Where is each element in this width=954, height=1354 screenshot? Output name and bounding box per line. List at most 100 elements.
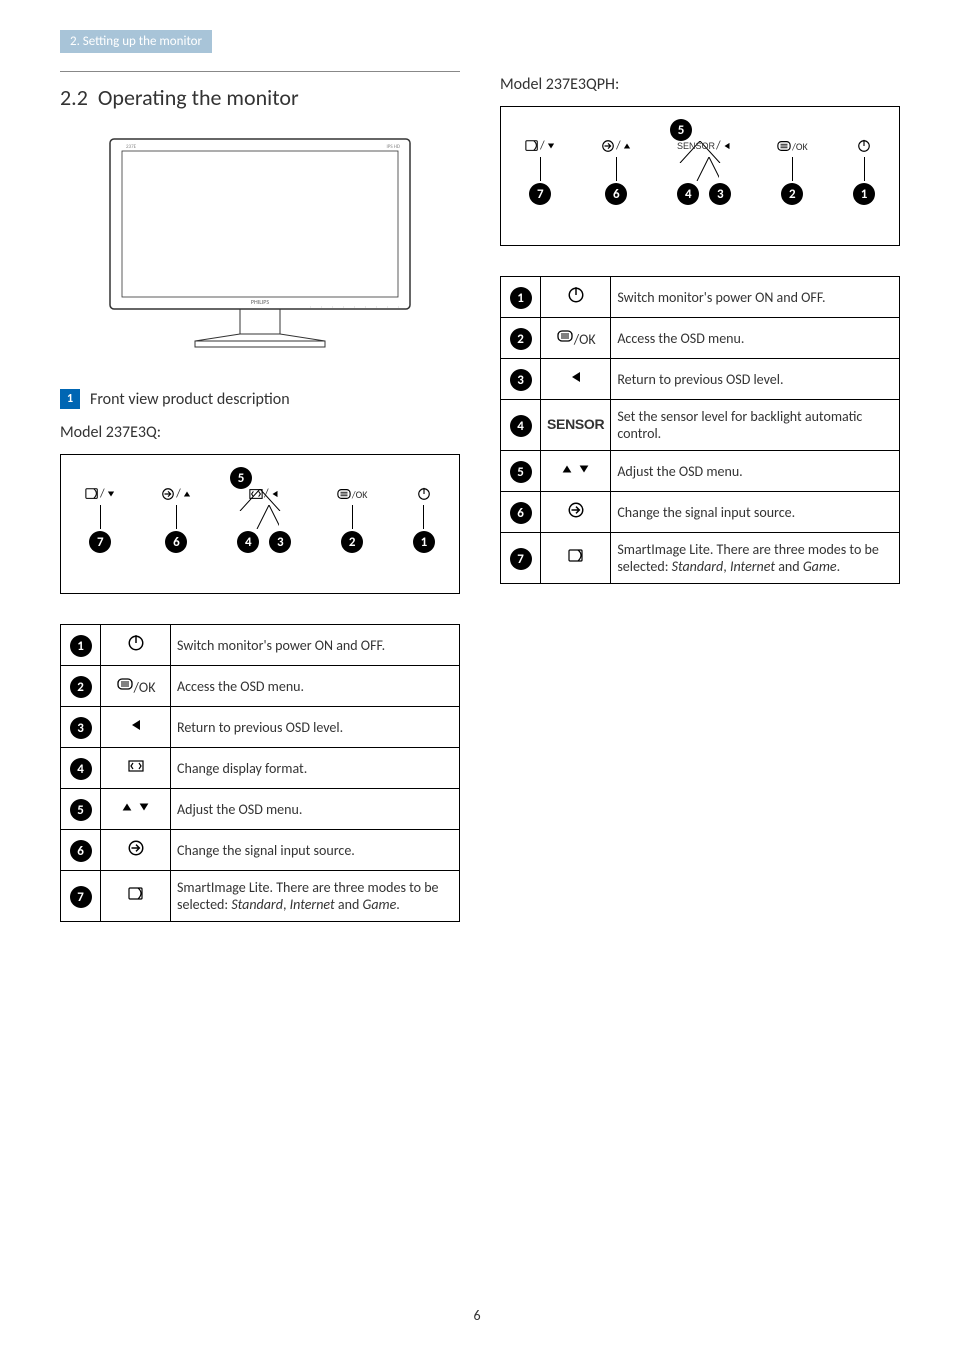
strip-label: /OK	[337, 485, 368, 503]
circle-pair: 4 3	[237, 529, 291, 553]
menu-icon	[116, 676, 134, 692]
control-strip-q: 5 / 7 / 6 / 4 3 /OK 2 1	[60, 454, 460, 594]
right-column: Model 237E3QPH: 5 / 7 / 6 SENSOR/ 4 3 /O…	[500, 71, 900, 922]
circle-number: 7	[510, 548, 532, 570]
single-connector	[352, 505, 353, 529]
row-text-cell: Change the signal input source.	[171, 830, 460, 871]
row-number-cell: 5	[61, 789, 101, 830]
brand-label: PHILIPS	[251, 298, 269, 306]
format-icon	[249, 487, 263, 501]
strip-item: 1	[413, 485, 435, 553]
strip-label: SENSOR/	[677, 137, 732, 155]
row-icon-cell	[541, 533, 611, 584]
split-connector	[249, 505, 279, 529]
row-text-cell: Access the OSD menu.	[611, 318, 900, 359]
input-icon	[161, 487, 175, 501]
section-title: 2.2 Operating the monitor	[60, 71, 460, 111]
row-number-cell: 1	[501, 277, 541, 318]
section-number: 2.2	[60, 84, 88, 111]
table-row: 5 Adjust the OSD menu.	[501, 451, 900, 492]
circle-number: 4	[237, 531, 259, 553]
up-icon	[182, 489, 192, 499]
circle-number: 2	[70, 676, 92, 698]
row-icon-cell	[541, 492, 611, 533]
smartimage-icon	[127, 886, 145, 902]
format-icon	[126, 758, 146, 774]
row-icon-cell: /OK	[101, 666, 171, 707]
single-connector	[864, 157, 865, 181]
row-text-cell: SmartImage Lite. There are three modes t…	[611, 533, 900, 584]
table-row: 7 SmartImage Lite. There are three modes…	[61, 871, 460, 922]
section-title-text: Operating the monitor	[98, 84, 299, 111]
table-row: 4 SENSOR Set the sensor level for backli…	[501, 400, 900, 451]
up-icon	[120, 800, 134, 814]
left-column: 2.2 Operating the monitor PHILIPS 237E I…	[60, 71, 460, 922]
strip-label: /	[249, 485, 280, 503]
table-row: 3 Return to previous OSD level.	[61, 707, 460, 748]
strip-item: /OK 2	[337, 485, 368, 553]
strip-item: / 7	[525, 137, 556, 205]
row-icon-cell	[101, 748, 171, 789]
down-icon	[577, 462, 591, 476]
down-icon	[106, 489, 116, 499]
row-icon-cell	[541, 277, 611, 318]
single-connector	[100, 505, 101, 529]
power-icon	[127, 634, 145, 652]
circle-number: 7	[70, 886, 92, 908]
hd-label: IPS HD	[387, 144, 400, 150]
circle-number: 4	[510, 415, 532, 437]
single-connector	[616, 157, 617, 181]
row-text-cell: Switch monitor's power ON and OFF.	[171, 625, 460, 666]
strip-items: / 7 / 6 / 4 3 /OK 2 1	[75, 485, 445, 553]
row-icon-cell	[101, 707, 171, 748]
table-row: 5 Adjust the OSD menu.	[61, 789, 460, 830]
circle-number: 6	[510, 502, 532, 524]
left-icon	[722, 141, 732, 151]
circle-number: 7	[89, 531, 111, 553]
row-text-cell: Access the OSD menu.	[171, 666, 460, 707]
up-icon	[622, 141, 632, 151]
header-tab: 2. Setting up the monitor	[60, 30, 212, 53]
circle-number: 3	[269, 531, 291, 553]
row-text-cell: Change the signal input source.	[611, 492, 900, 533]
row-icon-cell: /OK	[541, 318, 611, 359]
smartimage-icon	[567, 548, 585, 564]
desc-table-q: 1 Switch monitor's power ON and OFF. 2 /…	[60, 624, 460, 922]
circle-pair: 4 3	[677, 181, 731, 205]
circle-number: 3	[70, 717, 92, 739]
table-row: 6 Change the signal input source.	[61, 830, 460, 871]
strip-label: /	[161, 485, 192, 503]
menu-icon	[777, 139, 791, 153]
page-number: 6	[473, 1307, 480, 1324]
strip-items: / 7 / 6 SENSOR/ 4 3 /OK 2 1	[515, 137, 885, 205]
circle-number: 2	[341, 531, 363, 553]
single-connector	[792, 157, 793, 181]
circle-number: 6	[165, 531, 187, 553]
strip-item: / 4 3	[237, 485, 291, 553]
circle-number: 1	[853, 183, 875, 205]
circle-number: 1	[413, 531, 435, 553]
strip-item: / 7	[85, 485, 116, 553]
row-text-cell: SmartImage Lite. There are three modes t…	[171, 871, 460, 922]
circle-number: 4	[70, 758, 92, 780]
single-connector	[176, 505, 177, 529]
power-icon	[567, 286, 585, 304]
smartimage-icon	[85, 487, 99, 501]
row-icon-cell	[101, 789, 171, 830]
table-row: 3 Return to previous OSD level.	[501, 359, 900, 400]
circle-number: 1	[70, 635, 92, 657]
row-text-cell: Adjust the OSD menu.	[611, 451, 900, 492]
row-number-cell: 7	[61, 871, 101, 922]
circle-number: 2	[781, 183, 803, 205]
table-row: 4 Change display format.	[61, 748, 460, 789]
model-a-title: Model 237E3Q:	[60, 423, 460, 442]
table-row: 7 SmartImage Lite. There are three modes…	[501, 533, 900, 584]
down-icon	[137, 800, 151, 814]
down-icon	[546, 141, 556, 151]
strip-item: SENSOR/ 4 3	[677, 137, 732, 205]
table-row: 2 /OK Access the OSD menu.	[501, 318, 900, 359]
strip-label	[857, 137, 871, 155]
content-columns: 2.2 Operating the monitor PHILIPS 237E I…	[60, 71, 894, 922]
split-connector	[689, 157, 719, 181]
row-number-cell: 4	[501, 400, 541, 451]
